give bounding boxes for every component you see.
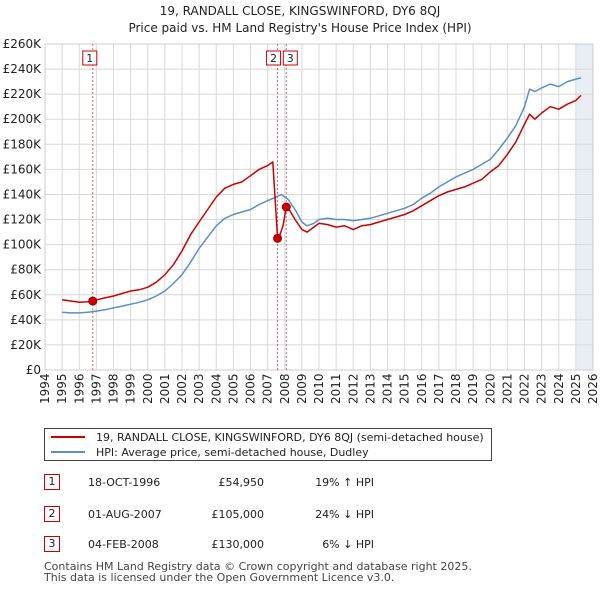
x-tick-label: 2018 [449, 373, 463, 404]
y-tick-label: £40K [10, 313, 42, 327]
x-tick-label: 2000 [141, 373, 155, 404]
x-tick-label: 2026 [586, 373, 600, 404]
x-tick-label: 1997 [89, 373, 103, 404]
x-tick-label: 2017 [432, 373, 446, 404]
footer-line-2: This data is licensed under the Open Gov… [44, 571, 395, 584]
price-chart: £0 £20K £40K £60K £80K £100K £120K £140K £160K £1… [3, 37, 600, 404]
y-tick-label: £220K [3, 87, 43, 101]
y-tick-label: £0 [26, 363, 41, 377]
x-tick-label: 1999 [124, 373, 138, 404]
x-tick-label: 2011 [329, 373, 343, 404]
chart-title-line-2: Price paid vs. HM Land Registry's House … [128, 21, 472, 35]
x-tick-label: 2014 [381, 373, 395, 404]
chart-legend: 19, RANDALL CLOSE, KINGSWINFORD, DY6 8QJ… [44, 428, 492, 461]
sale-number-badge: 3 [44, 536, 60, 552]
x-tick-label: 2023 [535, 373, 549, 404]
x-tick-label: 2002 [175, 373, 189, 404]
y-tick-label: £140K [3, 187, 43, 201]
x-tick-label: 2004 [209, 373, 223, 404]
legend-item-property: 19, RANDALL CLOSE, KINGSWINFORD, DY6 8QJ… [51, 430, 484, 444]
footer-attribution: Contains HM Land Registry data © Crown c… [44, 561, 472, 583]
x-tick-label: 2003 [192, 373, 206, 404]
sale-hpi-diff: 6% ↓ HPI [322, 538, 374, 551]
property-price-line [61, 94, 582, 304]
sale-point [273, 233, 283, 243]
y-tick-label: £200K [3, 112, 43, 126]
x-tick-label: 1995 [55, 373, 69, 404]
sale-number-badge: 2 [44, 506, 60, 522]
sale-marker-box [282, 50, 298, 66]
x-tick-label: 1994 [38, 373, 52, 404]
y-tick-label: £180K [3, 137, 43, 151]
x-tick-label: 1996 [72, 373, 86, 404]
sale-price: £105,000 [211, 508, 265, 521]
x-tick-label: 2008 [278, 373, 292, 404]
x-tick-label: 2009 [295, 373, 309, 404]
sale-marker-box [82, 50, 98, 66]
x-tick-label: 2006 [244, 373, 258, 404]
y-tick-label: £80K [10, 263, 42, 277]
sale-number-badge: 1 [44, 474, 60, 490]
x-tick-label: 2024 [552, 373, 566, 404]
legend-label-hpi: HPI: Average price, semi-detached house,… [96, 445, 369, 459]
y-tick-label: £240K [3, 62, 43, 76]
x-tick-label: 2020 [483, 373, 497, 404]
x-tick-label: 2012 [346, 373, 360, 404]
x-tick-label: 2025 [569, 373, 583, 404]
x-tick-label: 2007 [261, 373, 275, 404]
x-tick-label: 2001 [158, 373, 172, 404]
legend-line-property [51, 436, 85, 438]
chart-title-line-1: 19, RANDALL CLOSE, KINGSWINFORD, DY6 8QJ [159, 4, 441, 18]
plot-frame [44, 43, 594, 371]
y-tick-label: £160K [3, 162, 43, 176]
x-tick-label: 2016 [415, 373, 429, 404]
x-tick-label: 2005 [226, 373, 240, 404]
x-tick-label: 1998 [107, 373, 121, 404]
x-tick-label: 2021 [500, 373, 514, 404]
x-tick-label: 2015 [398, 373, 412, 404]
sale-point [281, 202, 291, 212]
x-tick-label: 2013 [363, 373, 377, 404]
chart-title: 19, RANDALL CLOSE, KINGSWINFORD, DY6 8QJ… [0, 3, 600, 37]
sale-date: 01-AUG-2007 [88, 508, 162, 521]
y-tick-label: £100K [3, 238, 43, 252]
sale-hpi-diff: 24% ↓ HPI [315, 508, 374, 521]
sale-price: £54,950 [218, 476, 265, 489]
sale-marker-label: 1 [86, 52, 93, 65]
sale-date: 04-FEB-2008 [88, 538, 159, 551]
future-shade [575, 44, 593, 370]
sale-date: 18-OCT-1996 [88, 476, 161, 489]
sale-marker-label: 2 [270, 52, 277, 65]
hpi-line [62, 77, 582, 314]
sale-marker-box [266, 50, 282, 66]
footer-line-1: Contains HM Land Registry data © Crown c… [44, 560, 472, 573]
x-tick-label: 2010 [312, 373, 326, 404]
sale-price: £130,000 [211, 538, 265, 551]
sale-point [88, 296, 98, 306]
x-tick-label: 2022 [518, 373, 532, 404]
legend-line-hpi [51, 451, 85, 453]
x-tick-label: 2019 [466, 373, 480, 404]
sale-hpi-diff: 19% ↑ HPI [315, 476, 374, 489]
legend-item-hpi: HPI: Average price, semi-detached house,… [51, 445, 369, 459]
y-tick-label: £20K [10, 338, 42, 352]
legend-label-property: 19, RANDALL CLOSE, KINGSWINFORD, DY6 8QJ… [96, 430, 484, 444]
y-tick-label: £60K [10, 288, 42, 302]
y-tick-label: £260K [3, 37, 43, 51]
y-tick-label: £120K [3, 213, 43, 227]
sale-marker-label: 3 [287, 52, 294, 65]
